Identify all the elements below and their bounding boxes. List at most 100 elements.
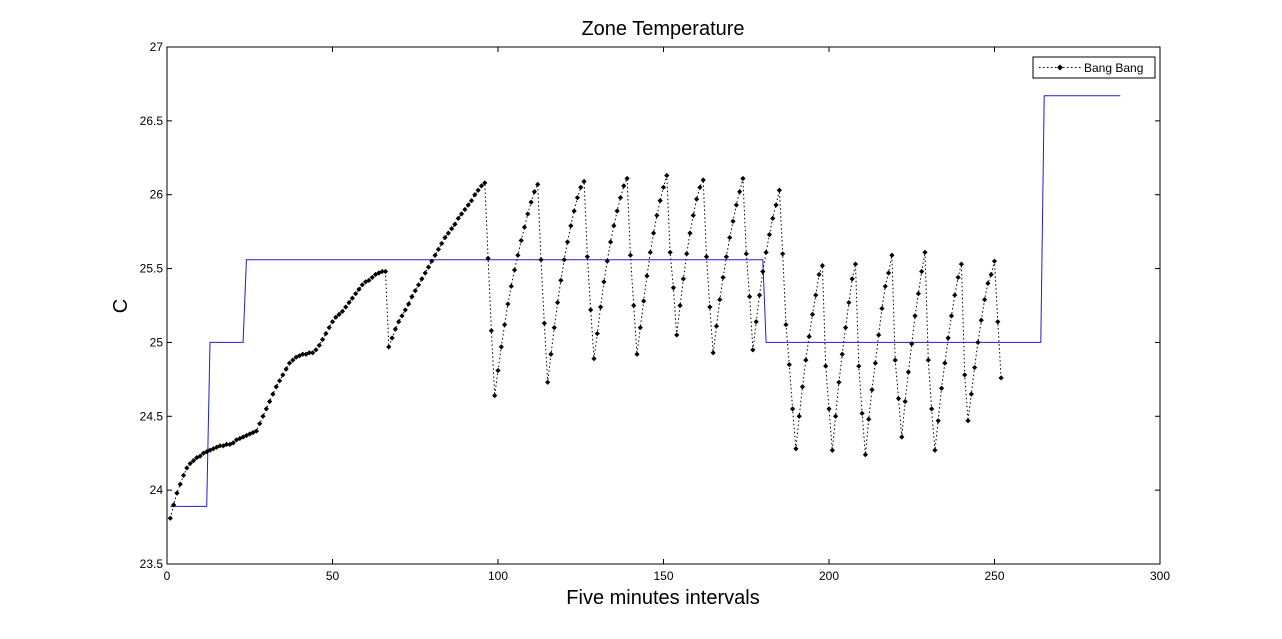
y-tick-label: 25: [150, 335, 164, 349]
data-point: [442, 234, 448, 241]
data-point: [465, 202, 471, 208]
data-point: [319, 336, 326, 343]
data-point: [409, 294, 415, 300]
data-point: [346, 299, 352, 306]
data-point: [697, 184, 703, 190]
data-point: [803, 357, 809, 363]
data-point: [502, 322, 508, 328]
data-point: [889, 252, 895, 258]
data-point: [882, 283, 888, 289]
data-point: [478, 183, 485, 189]
data-point: [310, 350, 316, 356]
y-tick-label: 23.5: [140, 557, 164, 571]
data-point: [932, 447, 938, 453]
data-point: [422, 270, 428, 276]
data-point: [948, 313, 955, 319]
data-point: [829, 447, 835, 453]
data-point: [925, 357, 931, 363]
data-point: [641, 298, 647, 304]
data-point: [952, 292, 958, 298]
data-point: [306, 350, 312, 356]
data-point: [406, 301, 412, 307]
data-point: [859, 410, 865, 416]
data-point: [929, 406, 935, 412]
data-point: [475, 187, 481, 193]
data-point: [766, 231, 773, 238]
data-point: [975, 339, 981, 346]
data-point: [554, 299, 561, 306]
data-point: [376, 270, 382, 276]
data-point: [548, 351, 554, 357]
data-point: [988, 271, 994, 278]
data-point: [899, 434, 905, 440]
data-point: [833, 413, 839, 419]
data-point: [326, 325, 332, 331]
data-point: [879, 305, 885, 312]
data-point: [806, 333, 812, 340]
data-point: [786, 361, 792, 368]
data-point: [717, 296, 723, 303]
data-point: [598, 304, 604, 310]
data-point: [985, 280, 991, 286]
legend: Bang Bang: [1032, 56, 1156, 79]
data-point: [273, 384, 279, 390]
x-tick-label: 0: [164, 569, 171, 583]
data-point: [366, 277, 372, 283]
data-point: [498, 344, 504, 350]
data-point: [955, 274, 961, 281]
data-point: [511, 267, 518, 273]
y-axis-label: C: [110, 299, 132, 313]
data-point: [300, 351, 306, 357]
plot-area: [166, 46, 1161, 565]
data-point: [621, 183, 627, 189]
data-point: [204, 449, 210, 455]
data-point: [796, 413, 802, 419]
data-point: [644, 273, 650, 279]
data-point: [607, 239, 614, 245]
data-point: [588, 307, 594, 313]
x-tick-label: 200: [819, 569, 839, 583]
data-point: [601, 279, 607, 285]
data-point: [995, 319, 1001, 325]
data-point: [707, 304, 713, 310]
data-point: [915, 291, 921, 297]
data-point: [909, 341, 915, 347]
data-point: [240, 434, 246, 440]
data-point: [746, 294, 753, 300]
data-point: [680, 276, 686, 282]
data-point: [462, 206, 468, 213]
data-point: [690, 212, 696, 218]
data-point: [660, 184, 667, 190]
data-point: [730, 218, 736, 224]
data-point: [670, 285, 677, 291]
y-tick-label: 27: [150, 40, 164, 54]
data-point: [541, 320, 547, 326]
data-point: [561, 257, 567, 263]
data-point: [713, 323, 720, 329]
data-point: [429, 258, 435, 264]
data-point: [359, 282, 365, 288]
data-point: [505, 301, 511, 307]
series-line-setpoint: [170, 95, 1121, 507]
data-point: [849, 276, 855, 282]
data-point: [902, 398, 908, 405]
data-point: [535, 181, 541, 187]
x-tick-label: 250: [984, 569, 1004, 583]
data-point: [276, 378, 283, 384]
data-point: [978, 317, 984, 323]
data-point: [981, 296, 988, 303]
data-point: [495, 367, 501, 374]
data-point: [435, 246, 442, 252]
data-point: [167, 515, 173, 521]
data-point: [723, 254, 729, 260]
data-point: [574, 195, 581, 201]
data-point: [174, 490, 180, 496]
data-point: [667, 249, 673, 255]
data-point: [452, 221, 458, 227]
data-point: [965, 418, 971, 424]
data-point: [488, 328, 494, 334]
data-point: [283, 366, 289, 372]
data-point: [604, 258, 610, 264]
data-point: [472, 192, 478, 198]
data-point: [962, 372, 968, 378]
